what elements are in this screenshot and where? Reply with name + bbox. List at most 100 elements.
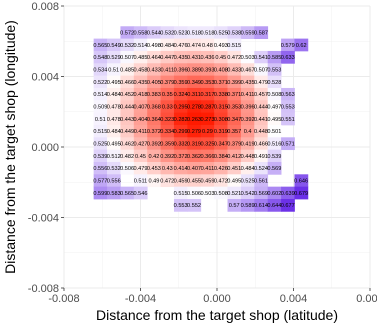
heatmap-cell [93,161,108,175]
heatmap-cell [214,38,228,52]
cell-value-label: 0.484 [241,166,255,172]
heatmap-cell [227,112,242,126]
cell-value-label: 0.364 [147,117,161,123]
heatmap-cell [281,87,295,101]
y-tick-label: 0.000 [31,142,59,154]
heatmap-cell [93,174,108,188]
heatmap-cell [120,124,135,138]
cell-value-label: 0.565 [93,43,107,49]
cell-value-label: 0.295 [174,104,188,110]
heatmap-cell [267,100,282,114]
cell-value-label: 0.279 [187,129,201,135]
cell-value-label: 0.548 [93,55,107,61]
heatmap-cell [214,26,228,40]
cell-value-label: 0.542 [241,191,255,197]
heatmap-cell [240,75,255,89]
heatmap-cell [227,26,242,40]
heatmap-cell [281,198,295,212]
heatmap-cell [187,198,202,212]
heatmap-cell [200,63,215,77]
cell-value-label: 0.484 [160,43,174,49]
cell-value-label: 0.508 [214,191,228,197]
cell-value-label: 0.646 [294,178,308,184]
heatmap-cell [93,112,108,126]
x-tick-label: 0.000 [203,293,231,305]
heatmap-cell [107,100,121,114]
heatmap-cell [133,26,148,40]
cell-value-label: 0.359 [174,80,188,86]
heatmap-cell [147,174,161,188]
cell-value-label: 0.366 [200,154,214,160]
heatmap-cell [187,38,202,52]
cell-value-label: 0.541 [254,55,268,61]
cell-value-label: 0.585 [267,55,281,61]
cell-value-label: 0.552 [187,203,201,209]
heatmap-cell [120,63,135,77]
cell-value-label: 0.572 [120,30,134,36]
cell-value-label: 0.532 [160,30,174,36]
heatmap-cell [227,161,242,175]
heatmap-cell [254,161,269,175]
heatmap-cell [214,75,228,89]
heatmap-cell [267,161,282,175]
heatmap-cell [133,112,148,126]
cell-value-label: 0.43 [162,166,173,172]
heatmap-cell [93,149,108,163]
cell-value-label: 0.532 [107,166,121,172]
heatmap-cell [120,149,135,163]
cell-value-label: 0.33 [162,104,173,110]
cell-value-label: 0.319 [187,141,201,147]
cell-value-label: 0.441 [254,117,268,123]
heatmap-cell [160,100,175,114]
cell-value-label: 0.525 [214,30,228,36]
heatmap-cell [160,87,175,101]
cell-value-label: 0.508 [267,92,281,98]
cell-value-label: 0.42 [148,154,159,160]
cell-value-label: 0.528 [267,80,281,86]
heatmap-cell [187,26,202,40]
heatmap-cell [147,26,161,40]
cell-value-label: 0.515 [227,43,241,49]
heatmap-cell [133,137,148,151]
cell-value-label: 0.464 [147,55,161,61]
heatmap-cell [281,50,295,64]
heatmap-cell [107,149,121,163]
heatmap-cell [187,137,202,151]
heatmap-cell [173,198,188,212]
heatmap-cell [173,149,188,163]
heatmap-cell [107,50,121,64]
cell-value-label: 0.368 [147,104,161,110]
heatmap-cell [267,112,282,126]
cell-value-label: 0.497 [267,104,281,110]
cell-value-label: 0.523 [174,30,188,36]
cell-value-label: 0.512 [107,154,121,160]
cell-value-label: 0.493 [214,43,228,49]
heatmap-cell [133,63,148,77]
cell-value-label: 0.478 [107,117,121,123]
cell-value-label: 0.353 [227,104,241,110]
heatmap-cell [227,75,242,89]
heatmap-cell [200,137,215,151]
heatmap-cell [214,161,228,175]
heatmap-cell [187,100,202,114]
axis-ticks: -0.008 -0.004 0.000 0.004 0.008 0.008 0.004 0.0… [28,1,377,305]
heatmap-cell [240,100,255,114]
cell-value-label: 0.29 [202,129,213,135]
heatmap-cell [107,38,121,52]
heatmap-cell [133,124,148,138]
cell-value-label: 0.447 [160,55,174,61]
cell-value-label: 0.459 [174,178,188,184]
cell-value-label: 0.485 [134,55,148,61]
heatmap-cell [254,50,269,64]
cell-value-label: 0.323 [160,117,174,123]
heatmap-cell [267,137,282,151]
cell-value-label: 0.516 [267,141,281,147]
heatmap-cell [160,38,175,52]
cell-value-label: 0.614 [254,203,268,209]
heatmap-cell [187,174,202,188]
heatmap-cell [147,112,161,126]
cell-value-label: 0.62 [296,43,307,49]
cell-value-label: 0.539 [93,154,107,160]
cell-value-label: 0.273 [200,117,214,123]
heatmap-cell [267,186,282,200]
